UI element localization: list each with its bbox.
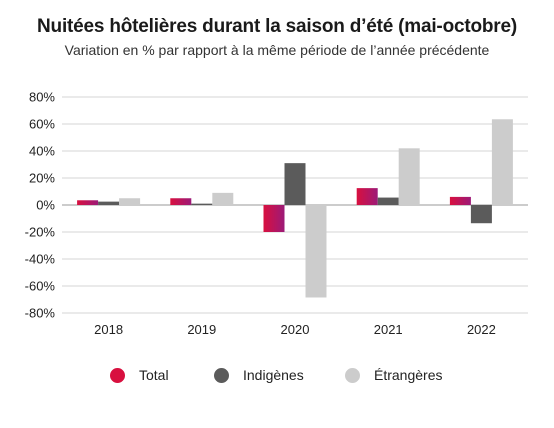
x-tick-label: 2018 <box>94 322 123 337</box>
y-tick-label: 40% <box>29 144 55 159</box>
legend-swatch-indigenes <box>214 367 229 383</box>
bar-total-2020 <box>263 205 285 232</box>
gridlines <box>62 96 528 314</box>
bar-indigenes-2022 <box>470 205 492 224</box>
legend-swatch-etrangeres <box>345 367 360 383</box>
bar-indigenes-2019 <box>191 203 213 205</box>
y-tick-label: 20% <box>29 171 55 186</box>
legend-label-total: Total <box>139 367 169 383</box>
y-tick-label: 0% <box>36 198 55 213</box>
bar-total-2019 <box>170 198 192 205</box>
bar-etrangeres-2021 <box>398 148 420 205</box>
legend-swatch-total <box>110 367 125 383</box>
chart-title: Nuitées hôtelières durant la saison d’ét… <box>37 16 517 37</box>
y-tick-label: -60% <box>25 279 56 294</box>
bar-total-2021 <box>356 188 378 205</box>
x-tick-label: 2022 <box>467 322 496 337</box>
bar-total-2018 <box>77 200 99 205</box>
bar-indigenes-2020 <box>284 163 306 205</box>
legend: Total Indigènes Étrangères <box>0 363 554 387</box>
bar-indigenes-2021 <box>377 197 399 205</box>
y-tick-label: 80% <box>29 90 55 105</box>
bars <box>77 119 513 298</box>
legend-item-etrangeres: Étrangères <box>345 363 442 387</box>
bar-etrangeres-2018 <box>119 198 141 205</box>
bar-etrangeres-2019 <box>212 192 234 205</box>
bar-indigenes-2018 <box>98 201 120 205</box>
y-tick-label: -20% <box>25 225 56 240</box>
legend-label-indigenes: Indigènes <box>243 367 304 383</box>
x-tick-label: 2020 <box>281 322 310 337</box>
x-tick-label: 2019 <box>187 322 216 337</box>
legend-label-etrangeres: Étrangères <box>374 367 443 383</box>
chart-subtitle: Variation en % par rapport à la même pér… <box>64 42 490 58</box>
x-tick-label: 2021 <box>374 322 403 337</box>
legend-item-total: Total <box>110 363 169 387</box>
bar-etrangeres-2020 <box>305 205 327 298</box>
bar-total-2022 <box>449 196 471 205</box>
axes: 80% 60% 40% 20% 0% -20% -40% -60% -80% 2018 2019 20… <box>25 90 496 338</box>
y-tick-label: 60% <box>29 117 55 132</box>
legend-item-indigenes: Indigènes <box>214 363 304 387</box>
bar-etrangeres-2022 <box>491 119 513 205</box>
y-tick-label: -40% <box>25 252 56 267</box>
y-tick-label: -80% <box>25 306 56 321</box>
